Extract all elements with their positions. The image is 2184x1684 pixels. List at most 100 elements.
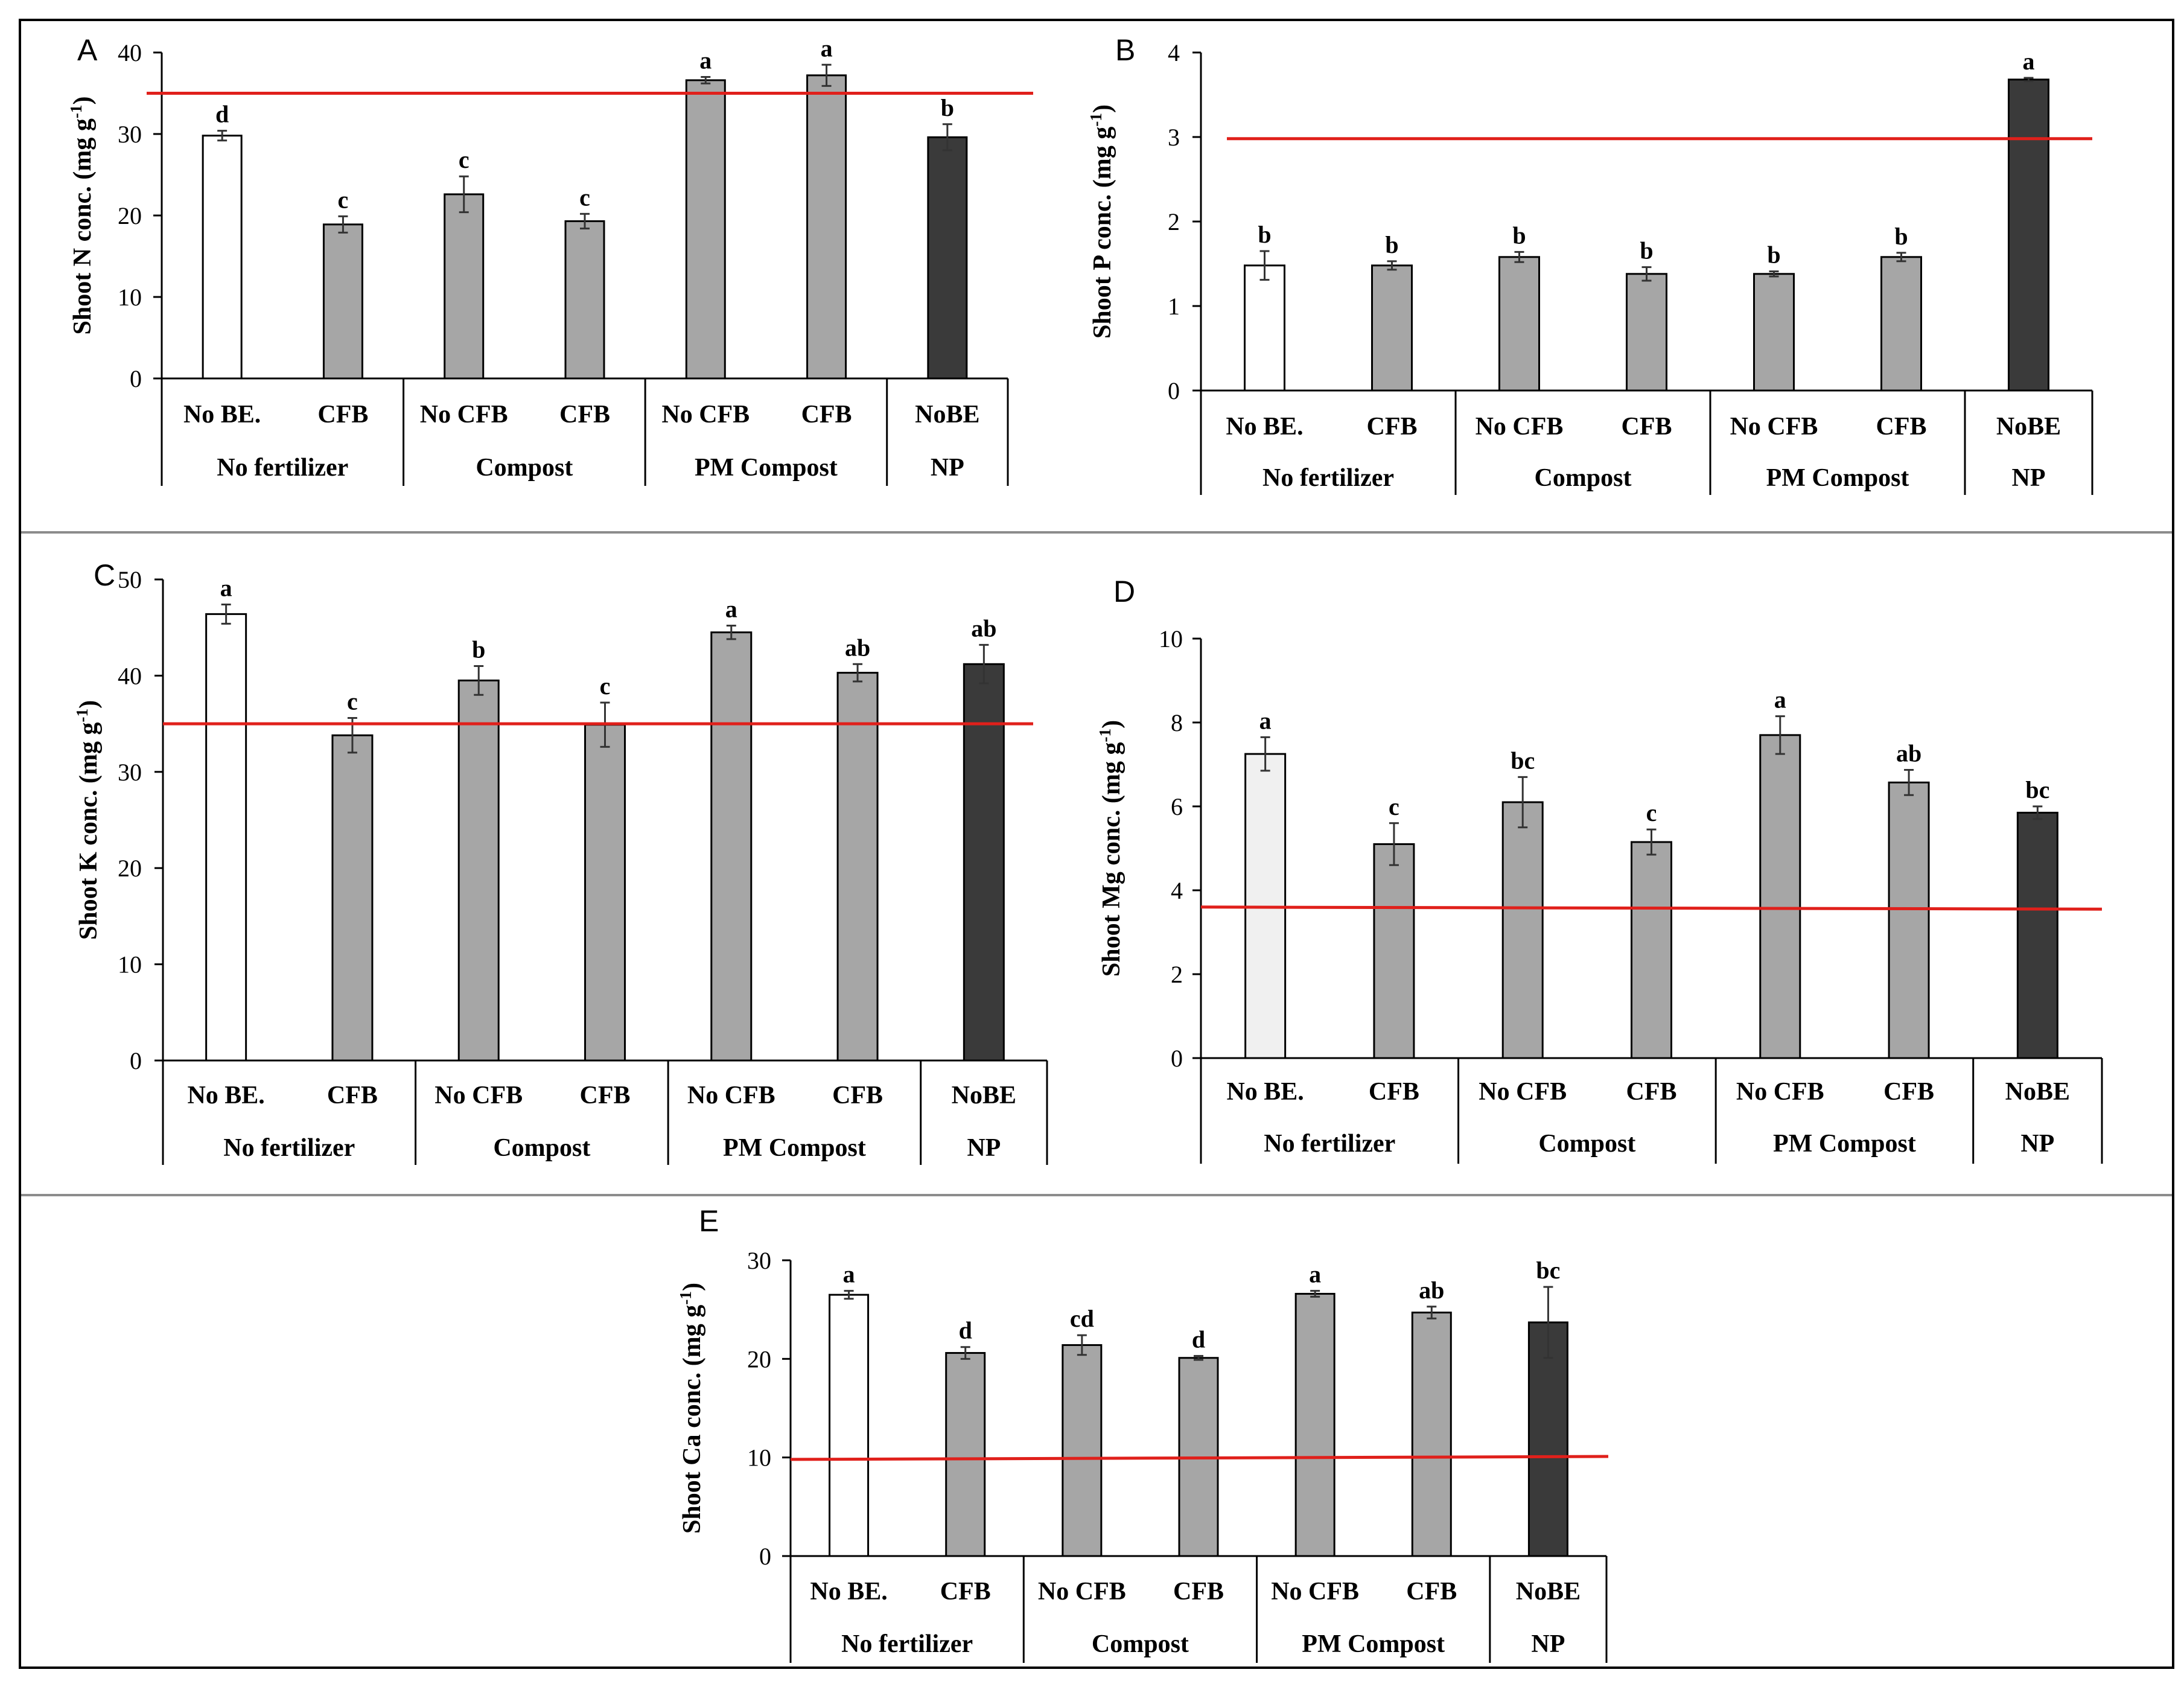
y-tick-label: 1 [1168,293,1180,320]
bar-6 [806,74,847,380]
category-label: CFB [327,1082,378,1109]
bar-2 [945,1352,986,1557]
significance-letter: a [821,34,833,62]
significance-letter: b [1767,241,1780,269]
group-label: PM Compost [1302,1630,1445,1658]
significance-letter: c [1389,793,1399,820]
category-label: NoBE [952,1082,1016,1109]
significance-letter: ab [845,634,870,661]
panel-b-chart: B 0 1 2 3 4 Shoot P conc. (mg g-1) b No BE. b CFB b… [1087,33,2093,495]
significance-letter: d [1192,1325,1205,1353]
significance-letter: c [338,186,349,213]
reference-line [790,1455,1609,1461]
bar-3 [1062,1344,1103,1557]
bar-7 [963,663,1005,1062]
group-label: Compost [493,1134,590,1162]
bar-1 [1244,264,1285,392]
panel-label: E [699,1204,719,1238]
bar-7 [2016,811,2058,1059]
y-axis-title: Shoot P conc. (mg g-1) [1087,104,1116,339]
bar-6 [1880,256,1922,392]
y-axis-title: Shoot K conc. (mg g-1) [73,700,103,940]
group-label: Compost [1538,1130,1635,1158]
category-label: No BE. [183,401,261,429]
y-tick-label: 8 [1171,709,1183,736]
panel-label: D [1113,575,1135,608]
group-label: Compost [1092,1630,1189,1658]
bar-6 [836,672,879,1062]
group-label: PM Compost [695,454,838,482]
category-label: CFB [559,401,610,429]
significance-letter: b [1385,231,1398,258]
group-label: PM Compost [1766,464,1909,492]
group-label: No fertilizer [1264,1130,1395,1158]
category-label: No BE. [810,1578,887,1606]
y-tick-label: 2 [1171,961,1183,988]
category-label: CFB [1369,1078,1419,1106]
significance-letter: cd [1070,1305,1094,1332]
group-label: No fertilizer [217,454,348,482]
bar-4 [564,220,605,380]
y-tick-label: 40 [118,39,142,66]
significance-letter: c [579,183,590,211]
bar-7 [927,136,968,380]
group-label: NP [1531,1630,1565,1658]
category-label: CFB [1883,1078,1934,1106]
y-tick-label: 30 [118,759,142,786]
bar-6 [1888,781,1930,1059]
category-label: No CFB [1730,413,1818,441]
significance-letter: bc [2025,776,2049,803]
bar-4 [1626,273,1667,392]
significance-letter: bc [1511,747,1535,774]
bar-2 [1371,264,1413,392]
significance-letter: a [2023,48,2035,75]
y-tick-label: 0 [1168,377,1180,404]
significance-letter: a [1309,1261,1321,1288]
panel-e-chart: E 0 10 20 30 Shoot Ca conc. (mg g-1) a No BE. d C… [677,1204,1609,1663]
bar-5 [1294,1293,1336,1557]
significance-letter: ab [1896,740,1921,767]
group-label: PM Compost [1773,1130,1916,1158]
category-label: No BE. [187,1082,264,1109]
panel-label: A [77,33,98,67]
category-label: CFB [317,401,368,429]
y-tick-label: 20 [118,202,142,229]
category-label: CFB [580,1082,631,1109]
category-label: CFB [1626,1078,1677,1106]
y-tick-label: 2 [1168,208,1180,235]
category-label: CFB [1876,413,1927,441]
category-label: No CFB [435,1082,523,1109]
category-label: No CFB [1271,1578,1359,1606]
group-label: Compost [476,454,573,482]
group-label: NP [2020,1130,2054,1158]
y-tick-label: 30 [747,1247,771,1274]
category-label: No CFB [1479,1078,1567,1106]
category-label: No CFB [661,401,750,429]
group-label: No fertilizer [223,1134,355,1162]
significance-letter: a [843,1261,855,1288]
category-label: NoBE [915,401,979,429]
y-tick-label: 10 [118,284,142,311]
category-label: No CFB [1736,1078,1824,1106]
significance-letter: b [1894,223,1908,250]
y-tick-label: 20 [118,855,142,882]
significance-letter: ab [1419,1277,1444,1304]
y-tick-label: 4 [1171,877,1183,904]
category-label: CFB [1622,413,1672,441]
y-tick-label: 20 [747,1345,771,1373]
significance-letter: a [1259,707,1272,734]
reference-line [1200,905,2103,911]
category-label: No CFB [1476,413,1564,441]
y-tick-label: 0 [1171,1045,1183,1072]
category-label: NoBE [2005,1078,2070,1106]
significance-letter: a [1774,686,1786,713]
bar-3 [444,193,485,380]
category-label: No CFB [1038,1578,1126,1606]
y-tick-label: 30 [118,121,142,148]
y-tick-label: 4 [1168,39,1180,66]
category-label: No CFB [420,401,508,429]
y-tick-label: 0 [759,1543,771,1570]
y-tick-label: 3 [1168,124,1180,151]
significance-letter: bc [1536,1257,1560,1284]
bar-4 [584,724,626,1062]
